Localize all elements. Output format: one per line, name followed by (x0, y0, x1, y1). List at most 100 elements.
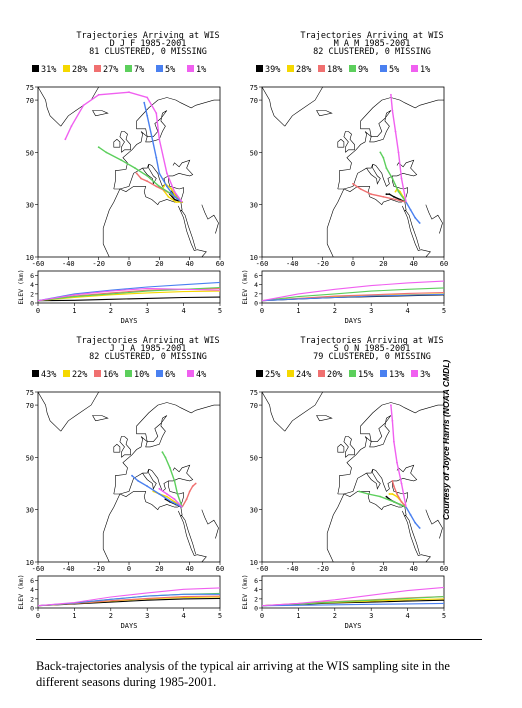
trajectory-marker (382, 195, 385, 198)
coastline-path (337, 138, 345, 148)
trajectory-marker (191, 485, 194, 488)
trajectory-marker (391, 177, 394, 180)
map-ytick-label: 70 (26, 402, 34, 410)
coastline-path (284, 86, 323, 127)
trajectory-marker (394, 198, 397, 201)
elev-ytick-label: 4 (254, 281, 258, 289)
trajectory-marker (396, 493, 398, 495)
map-frame (261, 391, 445, 563)
elev-xtick-label: 2 (333, 307, 337, 315)
legend-label: 39% (265, 65, 280, 75)
trajectory-marker (146, 180, 149, 183)
trajectory-line (158, 488, 183, 508)
trajectory-marker (391, 480, 394, 482)
map-ytick-label: 70 (250, 97, 258, 105)
elev-xtick-label: 4 (405, 307, 409, 315)
trajectory-marker (135, 172, 138, 175)
legend-label: 1% (196, 65, 206, 75)
coastline-path (37, 391, 62, 432)
trajectory-marker (166, 185, 168, 188)
elev-ytick-label: 2 (30, 290, 34, 298)
legend-swatch (32, 65, 39, 72)
legend-swatch (287, 65, 294, 72)
legend-label: 5% (389, 65, 399, 75)
elev-xlabel: DAYS (345, 622, 362, 630)
trajectory-line (161, 451, 183, 508)
legend-swatch (125, 65, 132, 72)
trajectory-line (379, 152, 407, 203)
coastline-path (337, 164, 381, 190)
coastline-path (113, 469, 157, 495)
trajectory-marker (370, 193, 373, 196)
trajectory-marker (393, 500, 395, 503)
coastline (261, 391, 444, 563)
map-ytick-label: 10 (26, 254, 34, 262)
trajectory-marker (155, 112, 158, 115)
trajectory-marker (146, 96, 149, 99)
panel-subtitle: D J F 1985-2001 (110, 39, 187, 49)
panel-title: Trajectories Arriving at WIS (300, 336, 443, 346)
elev-xlabel: DAYS (121, 317, 138, 325)
trajectory-marker (158, 172, 161, 175)
coastline-path (405, 514, 420, 555)
coastline-path (102, 480, 184, 563)
map-xtick-label: 0 (127, 260, 131, 268)
elev-xtick-label: 4 (181, 612, 185, 620)
map-xtick-label: 20 (379, 260, 387, 268)
coastline-path (284, 391, 323, 432)
panel-subtitle: S O N 1985-2001 (334, 344, 411, 354)
map-xtick-label: 40 (185, 260, 193, 268)
legend-label: 13% (389, 370, 404, 380)
coastline-path (402, 505, 431, 563)
map-xtick-label: 60 (440, 260, 448, 268)
map-frame (261, 86, 445, 258)
legend-label: 28% (72, 65, 87, 75)
coastline-path (425, 204, 443, 234)
trajectory-marker (400, 177, 403, 180)
elev-series-line (261, 280, 445, 302)
trajectory-line (352, 183, 407, 203)
legend-label: 9% (358, 65, 368, 75)
trajectory-marker (161, 451, 164, 454)
panel-subtitle: J J A 1985-2001 (110, 344, 187, 354)
map-xtick-label: 20 (155, 565, 163, 573)
elev-xtick-label: 3 (145, 612, 149, 620)
legend-swatch (63, 65, 70, 72)
elev-series-line (261, 602, 445, 607)
trajectory-marker (400, 482, 403, 485)
trajectory-marker (390, 93, 392, 96)
coastline-path (372, 159, 418, 187)
map-xtick-label: 60 (216, 260, 224, 268)
trajectory-marker (409, 209, 412, 211)
trajectory-marker (128, 91, 130, 94)
trajectory-marker (158, 138, 161, 141)
trajectory-marker (418, 222, 421, 224)
elev-ytick-label: 0 (254, 300, 258, 308)
map-xtick-label: -60 (32, 260, 45, 268)
map-frame (37, 391, 221, 563)
map-xtick-label: -60 (32, 565, 45, 573)
trajectory-marker (397, 190, 400, 193)
legend-swatch (256, 370, 263, 377)
elev-ytick-label: 0 (30, 300, 34, 308)
trajectory-map: -60 -40 -20 0 20 40 60 75 70 50 30 10 (26, 389, 225, 573)
legend-swatch (32, 370, 39, 377)
trajectory-marker (188, 490, 191, 493)
legend-label: 27% (103, 65, 118, 75)
legend-label: 20% (327, 370, 342, 380)
coastline-path (316, 415, 333, 422)
legend-label: 16% (103, 370, 118, 380)
coastline-path (261, 391, 286, 432)
trajectory-line (161, 182, 183, 203)
trajectory-marker (169, 466, 171, 469)
coastline-path (405, 209, 420, 250)
trajectory-marker (170, 188, 173, 190)
trajectory-marker (166, 172, 168, 175)
legend-label: 5% (165, 65, 175, 75)
map-xtick-label: -20 (316, 565, 329, 573)
trajectory-marker (418, 527, 421, 529)
elev-xtick-label: 0 (260, 612, 264, 620)
trajectory-marker (143, 101, 146, 104)
